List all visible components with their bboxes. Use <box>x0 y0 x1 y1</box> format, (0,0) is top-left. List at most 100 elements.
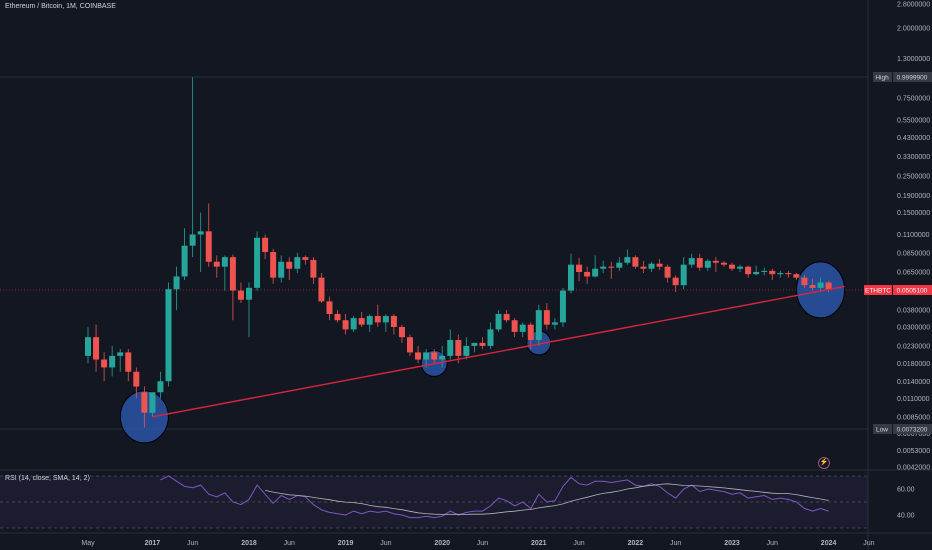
candle-body <box>624 257 631 263</box>
time-tick-label: 2024 <box>821 540 837 547</box>
candle-body <box>825 282 832 290</box>
time-tick-label: Jun <box>380 540 391 547</box>
candle-body <box>568 264 574 291</box>
time-tick-label: 2018 <box>241 540 257 547</box>
candle-body <box>237 290 244 300</box>
candle-body <box>431 352 438 360</box>
time-tick-label: Jun <box>477 540 488 547</box>
time-tick-label: 2020 <box>434 540 450 547</box>
candle-body <box>133 371 140 387</box>
price-tick-label: 0.0085000 <box>897 414 930 421</box>
candle-body <box>551 322 558 325</box>
candle-body <box>511 320 518 332</box>
candle-body <box>117 352 124 356</box>
candle-body <box>213 261 220 267</box>
rsi-axis: 60.00 40.00 <box>897 487 915 520</box>
price-tick-label: 0.1500000 <box>897 210 930 217</box>
candle-body <box>205 231 212 262</box>
candle-body <box>535 310 542 340</box>
candle-body <box>270 252 277 278</box>
price-tick-label: 0.0110000 <box>897 396 930 403</box>
candle-body <box>407 337 413 353</box>
time-tick-label: Jun <box>670 540 681 547</box>
price-tick-label: 0.1100000 <box>897 232 930 239</box>
candle-body <box>197 231 204 235</box>
candle-body <box>278 261 285 278</box>
candles <box>85 77 832 428</box>
high-tag-value: 0.9999900 <box>897 75 928 82</box>
candle-body <box>608 266 615 268</box>
candle-body <box>753 271 760 275</box>
rsi-legend[interactable]: RSI (14, close, SMA, 14, 2) <box>5 475 90 482</box>
price-tick-label: 0.0053000 <box>897 448 930 455</box>
price-tick-label: 0.4300000 <box>897 135 930 142</box>
low-tag-value: 0.0073200 <box>897 427 928 434</box>
candle-body <box>310 259 317 278</box>
candle-body <box>471 342 478 346</box>
candle-body <box>559 290 566 323</box>
trendline-layer[interactable] <box>152 285 845 418</box>
candle-body <box>165 289 172 382</box>
candle-body <box>745 266 752 275</box>
high-tag-label: High <box>875 75 889 82</box>
candle-body <box>221 257 228 267</box>
candle-body <box>527 324 534 340</box>
candle-body <box>704 260 711 268</box>
price-tick-label: 0.0042000 <box>897 465 930 472</box>
candle-body <box>326 301 333 315</box>
price-tick-label: 0.0067000 <box>897 431 930 438</box>
time-tick-label: 2019 <box>338 540 354 547</box>
rsi-tick-label: 60.00 <box>897 487 915 494</box>
candle-body <box>229 257 236 291</box>
high-tag: High 0.9999900 <box>873 72 932 82</box>
candle-body <box>374 316 381 323</box>
candle-body <box>149 392 156 413</box>
price-tick-label: 0.0300000 <box>897 325 930 332</box>
candle-body <box>254 237 261 288</box>
support-trendline[interactable] <box>152 285 845 418</box>
lightning-icon[interactable]: ⚡ <box>818 457 830 469</box>
time-tick-label: Jun <box>187 540 198 547</box>
candle-body <box>793 274 800 278</box>
candle-body <box>302 257 309 260</box>
candle-body <box>576 264 583 272</box>
price-tick-label: 0.0140000 <box>897 379 930 386</box>
symbol-price-tag: ETHBTC 0.0505100 <box>864 285 932 295</box>
candle-body <box>286 261 293 269</box>
time-tick-label: Jun <box>284 540 295 547</box>
price-tick-label: 2.0000000 <box>897 25 930 32</box>
price-tick-label: 0.0850000 <box>897 250 930 257</box>
time-axis: May 2017 Jun 2018 Jun 2019 Jun 2020 Jun 2021 Jun 20… <box>81 540 874 547</box>
candle-body <box>632 257 639 267</box>
candle-body <box>729 264 735 269</box>
candle-body <box>101 359 108 368</box>
candle-body <box>157 381 164 393</box>
candle-body <box>737 266 744 269</box>
low-tag-label: Low <box>876 427 888 434</box>
candle-body <box>181 245 188 277</box>
candle-body <box>294 257 301 269</box>
candle-body <box>262 237 269 253</box>
candle-body <box>648 263 655 269</box>
candle-body <box>503 314 510 321</box>
price-tick-label: 0.0380000 <box>897 308 930 315</box>
candle-body <box>173 276 180 290</box>
candle-body <box>817 282 824 288</box>
price-tick-label: 0.1900000 <box>897 193 930 200</box>
time-tick-label: Jun <box>863 540 874 547</box>
candle-body <box>358 318 365 325</box>
candle-body <box>495 314 502 330</box>
symbol-legend[interactable]: Ethereum / Bitcoin, 1M, COINBASE <box>5 3 116 10</box>
candle-body <box>447 339 454 356</box>
candle-body <box>672 277 679 286</box>
price-axis: 2.80000002.00000001.30000001.00000000.75… <box>897 2 930 472</box>
time-tick-label: Jun <box>767 540 778 547</box>
candle-body <box>85 337 91 356</box>
candle-body <box>777 273 784 275</box>
time-tick-label: Jun <box>573 540 584 547</box>
candle-body <box>656 263 663 267</box>
candle-body <box>415 352 422 360</box>
candle-body <box>398 327 405 338</box>
candle-body <box>696 258 703 268</box>
